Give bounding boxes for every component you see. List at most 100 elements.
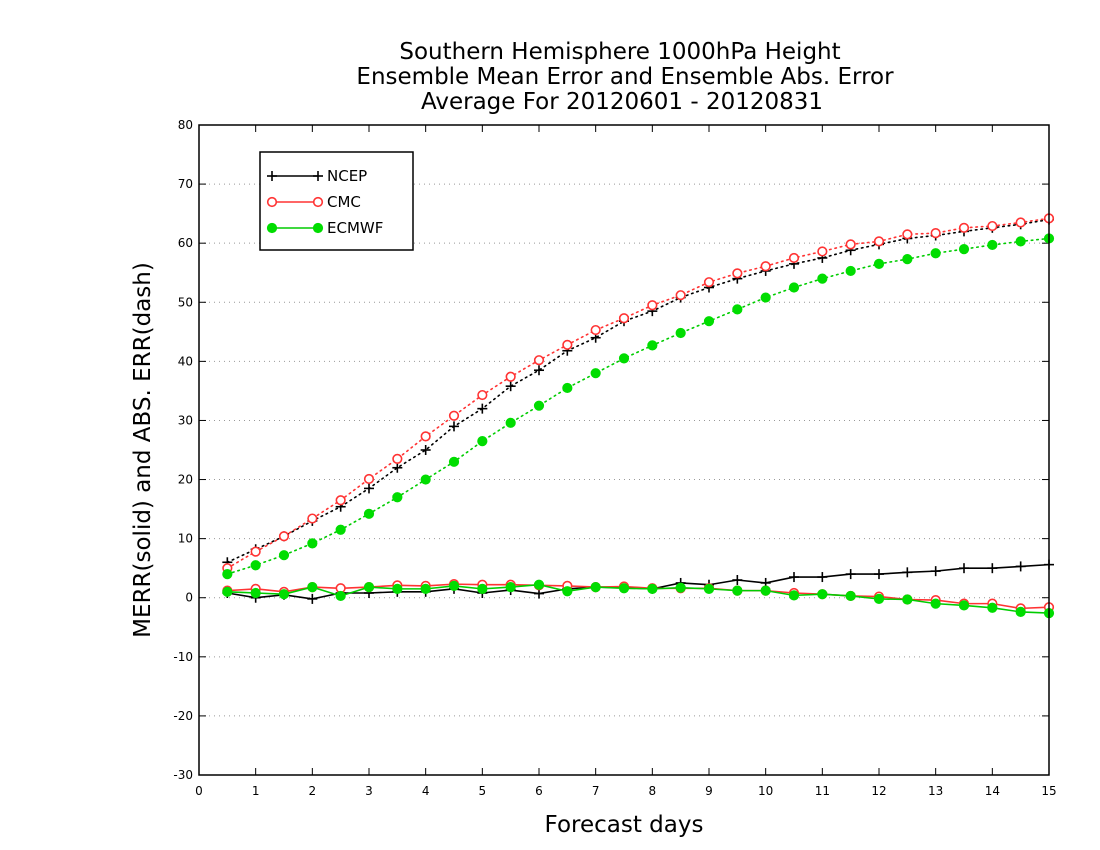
y-tick-label: -10 bbox=[173, 650, 193, 664]
ecmwf-abs-error-line bbox=[226, 237, 1050, 575]
ecmwf-abs-error-point bbox=[448, 456, 460, 467]
ecmwf-mean-error-point bbox=[307, 581, 318, 593]
ecmwf-mean-error-point bbox=[788, 590, 800, 601]
ecmwf-mean-error-point bbox=[618, 583, 630, 594]
x-tick-label: 9 bbox=[705, 784, 713, 798]
x-tick-label: 3 bbox=[365, 784, 373, 798]
cmc-abs-error-point bbox=[873, 236, 885, 247]
x-tick-label: 10 bbox=[758, 784, 773, 798]
ecmwf-abs-error-point bbox=[930, 248, 941, 259]
ecmwf-mean-error-point bbox=[562, 586, 573, 597]
ecmwf-abs-error-point bbox=[420, 474, 431, 485]
cmc-abs-error-point bbox=[987, 220, 998, 232]
ecmwf-mean-error-point bbox=[675, 582, 686, 593]
cmc-abs-error-point bbox=[590, 324, 601, 336]
cmc-abs-error-point bbox=[533, 355, 545, 366]
x-tick-label: 15 bbox=[1041, 784, 1056, 798]
y-tick-label: 70 bbox=[178, 177, 193, 191]
ecmwf-mean-error-point bbox=[647, 583, 658, 594]
ecmwf-mean-error-point bbox=[930, 598, 941, 609]
cmc-abs-error-point bbox=[958, 222, 970, 233]
legend-marker-ecmwf bbox=[266, 222, 278, 234]
cmc-abs-error-point bbox=[477, 389, 488, 401]
x-tick-label: 4 bbox=[422, 784, 430, 798]
legend-marker-ecmwf bbox=[312, 222, 324, 234]
y-tick-label: 60 bbox=[178, 236, 193, 250]
y-tick-label: 40 bbox=[178, 354, 193, 368]
cmc-mean-error-series bbox=[222, 579, 1055, 614]
ecmwf-abs-error-point bbox=[987, 239, 998, 251]
ecmwf-abs-error-point bbox=[222, 568, 233, 580]
x-tick-label: 13 bbox=[928, 784, 943, 798]
ecmwf-mean-error-point bbox=[987, 602, 998, 613]
x-tick-label: 7 bbox=[592, 784, 600, 798]
y-axis-label: MERR(solid) and ABS. ERR(dash) bbox=[130, 262, 156, 638]
ecmwf-mean-error-line bbox=[227, 583, 1050, 614]
ecmwf-mean-error-point bbox=[335, 590, 346, 602]
cmc-abs-error-point bbox=[788, 252, 800, 264]
legend-marker-ncep bbox=[267, 171, 277, 181]
cmc-abs-error-point bbox=[307, 513, 318, 524]
series-layer bbox=[222, 213, 1055, 619]
cmc-abs-error-point bbox=[618, 313, 630, 324]
ecmwf-abs-error-point bbox=[562, 382, 573, 394]
ecmwf-abs-error-point bbox=[902, 254, 913, 265]
ncep-mean-error-point bbox=[1015, 561, 1026, 572]
cmc-abs-error-point bbox=[392, 453, 403, 464]
ecmwf-mean-error-point bbox=[873, 593, 885, 605]
cmc-abs-error-point bbox=[732, 268, 743, 279]
ecmwf-abs-error-point bbox=[618, 353, 630, 364]
cmc-abs-error-point bbox=[675, 290, 686, 301]
cmc-abs-error-point bbox=[1015, 217, 1026, 228]
ncep-mean-error-point bbox=[845, 569, 856, 580]
legend-label-cmc: CMC bbox=[327, 193, 361, 211]
y-tick-label: -20 bbox=[173, 709, 193, 723]
ncep-mean-error-point bbox=[959, 563, 969, 574]
ncep-abs-error-point bbox=[420, 445, 431, 455]
legend-item-cmc: CMC bbox=[266, 193, 361, 211]
x-tick-label: 8 bbox=[649, 784, 657, 798]
ncep-abs-error-series bbox=[222, 214, 1054, 568]
y-tick-label: 80 bbox=[178, 118, 193, 132]
ncep-abs-error-point bbox=[534, 365, 544, 376]
x-tick-label: 14 bbox=[985, 784, 1000, 798]
cmc-abs-error-point bbox=[930, 228, 941, 239]
ecmwf-abs-error-point bbox=[307, 538, 318, 549]
y-tick-label: 20 bbox=[178, 473, 193, 487]
ecmwf-abs-error-point bbox=[817, 273, 828, 284]
cmc-abs-error-line bbox=[226, 217, 1050, 569]
y-tick-label: 50 bbox=[178, 295, 193, 309]
cmc-abs-error-point bbox=[760, 261, 771, 272]
ecmwf-mean-error-point bbox=[420, 583, 431, 594]
ecmwf-abs-error-point bbox=[845, 265, 856, 277]
ncep-abs-error-line bbox=[226, 218, 1050, 564]
ncep-mean-error-point bbox=[902, 567, 913, 578]
legend-box bbox=[259, 151, 414, 251]
legend-label-ncep: NCEP bbox=[327, 167, 367, 185]
x-tick-label: 2 bbox=[309, 784, 317, 798]
y-tick-label: 10 bbox=[178, 532, 193, 546]
x-tick-label: 1 bbox=[252, 784, 260, 798]
ncep-abs-error-point bbox=[364, 483, 374, 494]
ecmwf-mean-error-point bbox=[448, 580, 460, 592]
ecmwf-abs-error-series bbox=[222, 233, 1055, 580]
y-tick-label: 0 bbox=[185, 591, 193, 605]
ecmwf-mean-error-point bbox=[760, 585, 771, 596]
title-line-2: Ensemble Mean Error and Ensemble Abs. Er… bbox=[356, 64, 894, 90]
ecmwf-abs-error-point bbox=[1015, 236, 1026, 247]
ecmwf-abs-error-point bbox=[278, 550, 290, 561]
chart-title: Southern Hemisphere 1000hPa Height Ensem… bbox=[356, 39, 894, 115]
ecmwf-abs-error-point bbox=[505, 417, 516, 428]
ecmwf-abs-error-point bbox=[392, 492, 403, 503]
ecmwf-abs-error-point bbox=[788, 282, 800, 293]
cmc-abs-error-point bbox=[647, 300, 658, 311]
ncep-abs-error-point bbox=[505, 381, 516, 392]
ecmwf-mean-error-point bbox=[222, 586, 233, 597]
cmc-abs-error-point bbox=[817, 246, 828, 257]
y-tick-label: 30 bbox=[178, 413, 193, 427]
ecmwf-mean-error-point bbox=[533, 579, 545, 590]
x-axis-label: Forecast days bbox=[545, 812, 704, 838]
cmc-abs-error-point bbox=[250, 546, 261, 557]
ecmwf-abs-error-point bbox=[675, 327, 686, 339]
ecmwf-mean-error-point bbox=[278, 589, 290, 600]
